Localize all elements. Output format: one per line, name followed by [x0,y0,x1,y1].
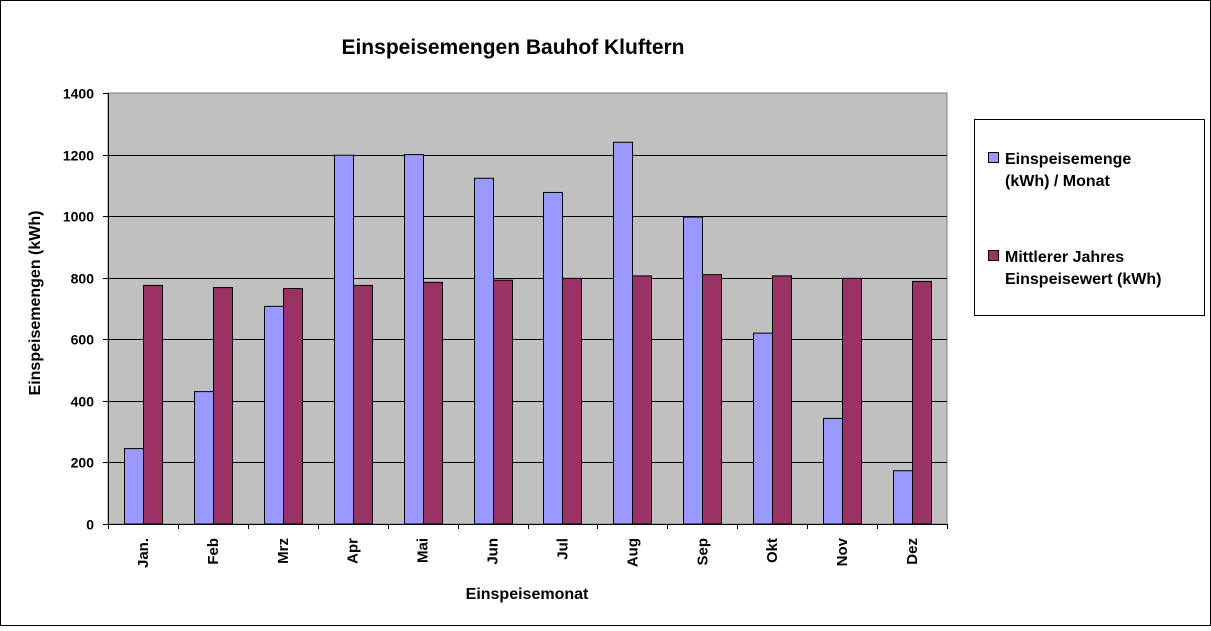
x-tick-label: Mai [415,538,432,563]
x-tick-label: Jun [485,538,502,565]
y-tick-label: 200 [71,455,95,471]
y-tick-label: 0 [86,517,94,533]
bar-series-2-dez [912,280,932,525]
y-axis-title: Einspeisemengen (kWh) [27,211,44,396]
legend-swatch [988,250,999,261]
bar-series-1-feb [194,391,214,525]
x-tick-label: Okt [764,538,781,563]
gridlines [108,155,947,463]
bar-series-2-aug [632,275,652,525]
x-tick-label: Dez [904,538,921,565]
bar-series-2-jul [562,277,582,525]
bar-series-1-mai [404,154,424,525]
bar-series-1-aug [613,141,633,525]
legend-box [974,119,1205,316]
y-tick-label: 1400 [63,86,94,102]
y-tick-label: 1000 [63,209,94,225]
x-tick-label: Mrz [275,538,292,564]
bar-series-2-apr [353,284,373,525]
x-axis-title: Einspeisemonat [466,586,589,603]
bar-series-2-nov [842,277,862,525]
legend-label: (kWh) / Monat [1005,173,1111,190]
legend-label: Mittlerer Jahres [1005,249,1124,266]
y-tick-label: 600 [71,332,95,348]
bar-series-1-mrz [264,305,284,525]
bar-series-1-okt [753,332,773,525]
x-tick-label: Feb [205,538,222,565]
chart-title: Einspeisemengen Bauhof Kluftern [341,36,684,59]
bar-series-1-jul [543,191,563,525]
legend-swatch [988,152,999,163]
legend: Einspeisemenge (kWh) / Monat Mittlerer Jah… [974,119,1205,316]
legend-label: Einspeisewert (kWh) [1005,271,1161,288]
y-tick-label: 800 [71,271,95,287]
bar-series-1-nov [823,417,843,525]
x-tick-labels: Jan. Feb Mrz Apr Mai Jun Jul Aug Sep Okt Nov Dez [135,537,921,568]
bar-series-2-mrz [283,287,303,525]
bar-series-2-sep [702,274,722,525]
bar-series-1-jan [124,448,144,525]
bar-series-2-jan [143,284,163,525]
bar-series-1-dez [893,470,913,525]
x-tick-label: Jul [554,538,571,560]
x-tick-label: Jan. [135,538,152,568]
legend-label: Einspeisemenge [1005,151,1131,168]
bar-series-2-mai [423,281,443,525]
bar-series-2-jun [493,279,513,525]
x-tick-label: Sep [694,538,711,566]
y-tick-label: 400 [71,394,95,410]
bar-series-2-feb [213,287,233,525]
plot-area [107,92,948,525]
bar-series-1-jun [474,177,494,525]
bar-series-1-sep [683,216,703,525]
x-tick-label: Aug [624,538,641,567]
axes [103,93,948,529]
y-tick-labels: 0 200 400 600 800 1000 1200 1400 [63,86,94,533]
bar-series-2-okt [772,275,792,525]
bars [124,141,932,525]
x-tick-label: Apr [345,538,362,564]
bar-series-1-apr [334,154,354,525]
y-tick-label: 1200 [63,148,94,164]
x-tick-label: Nov [834,537,851,566]
